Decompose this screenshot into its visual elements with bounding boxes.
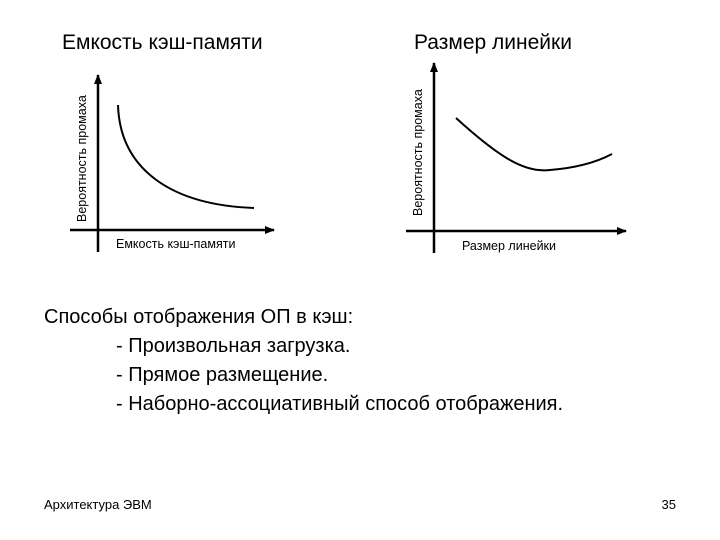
chart-title-capacity: Емкость кэш-памяти: [62, 31, 263, 54]
x-axis-label: Размер линейки: [462, 239, 556, 253]
list-item: - Прямое размещение.: [116, 364, 329, 386]
page-number: 35: [661, 497, 676, 512]
x-axis-label: Емкость кэш-памяти: [116, 237, 235, 251]
list-item: - Наборно-ассоциативный способ отображен…: [116, 393, 564, 415]
y-axis-label: Вероятность промаха: [75, 95, 89, 222]
list-item: - Произвольная загрузка.: [116, 335, 351, 357]
y-axis-label: Вероятность промаха: [411, 89, 425, 216]
capacity-miss-chart: Вероятность промаха Емкость кэш-памяти: [70, 74, 275, 252]
chart-title-line-size: Размер линейки: [414, 31, 572, 54]
list-heading: Способы отображения ОП в кэш:: [44, 306, 354, 328]
line-size-miss-chart: Вероятность промаха Размер линейки: [406, 62, 627, 253]
miss-curve: [455, 117, 613, 172]
footer-course-title: Архитектура ЭВМ: [44, 497, 152, 512]
miss-curve: [117, 104, 255, 209]
cache-mapping-list: Способы отображения ОП в кэш: - Произвол…: [44, 303, 563, 419]
